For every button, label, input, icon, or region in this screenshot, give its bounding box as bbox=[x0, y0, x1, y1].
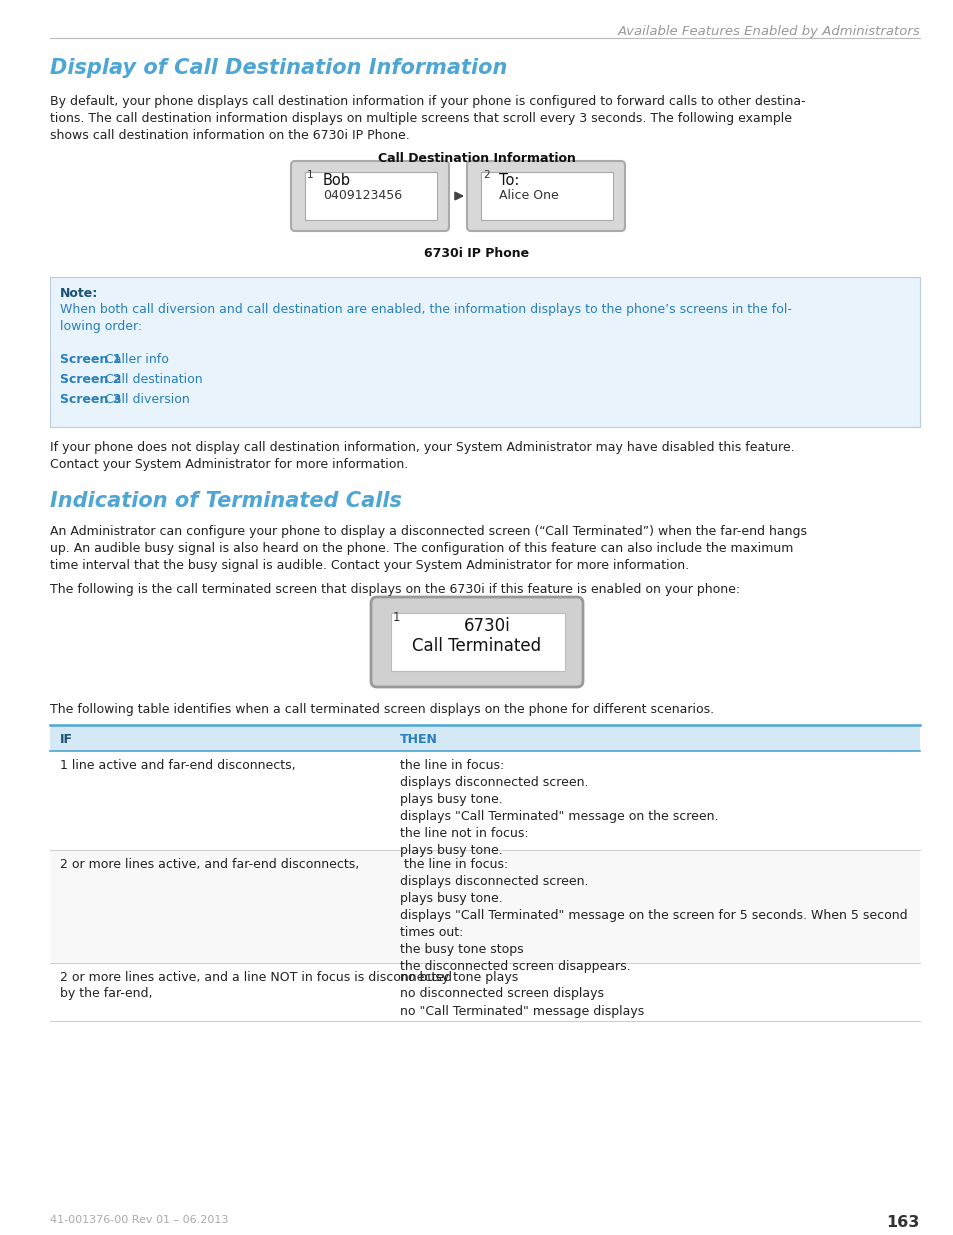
Bar bbox=[391, 613, 564, 671]
Text: 2 or more lines active, and a line NOT in focus is disconnected
by the far-end,: 2 or more lines active, and a line NOT i… bbox=[60, 971, 452, 1000]
Bar bbox=[50, 751, 919, 850]
Text: 163: 163 bbox=[885, 1215, 919, 1230]
Text: Screen 1: Screen 1 bbox=[60, 353, 121, 366]
Text: IF: IF bbox=[60, 734, 73, 746]
Text: By default, your phone displays call destination information if your phone is co: By default, your phone displays call des… bbox=[50, 95, 804, 142]
Text: Caller info: Caller info bbox=[105, 353, 169, 366]
Text: Indication of Terminated Calls: Indication of Terminated Calls bbox=[50, 492, 401, 511]
Text: the line in focus:
displays disconnected screen.
plays busy tone.
displays "Call: the line in focus: displays disconnected… bbox=[399, 858, 906, 973]
Bar bbox=[480, 172, 613, 220]
Text: 6730i IP Phone: 6730i IP Phone bbox=[424, 247, 529, 261]
FancyBboxPatch shape bbox=[291, 161, 449, 231]
Bar bbox=[50, 850, 919, 962]
Text: 2 or more lines active, and far-end disconnects,: 2 or more lines active, and far-end disc… bbox=[60, 858, 359, 871]
Text: If your phone does not display call destination information, your System Adminis: If your phone does not display call dest… bbox=[50, 441, 794, 471]
Text: The following is the call terminated screen that displays on the 6730i if this f: The following is the call terminated scr… bbox=[50, 583, 740, 597]
Text: THEN: THEN bbox=[399, 734, 437, 746]
Text: When both call diversion and call destination are enabled, the information displ: When both call diversion and call destin… bbox=[60, 303, 791, 333]
FancyBboxPatch shape bbox=[467, 161, 624, 231]
Text: Display of Call Destination Information: Display of Call Destination Information bbox=[50, 58, 507, 78]
Text: Screen 3: Screen 3 bbox=[60, 393, 121, 406]
Text: no busy tone plays
no disconnected screen displays
no "Call Terminated" message : no busy tone plays no disconnected scree… bbox=[399, 971, 643, 1018]
Bar bbox=[305, 172, 436, 220]
Text: The following table identifies when a call terminated screen displays on the pho: The following table identifies when a ca… bbox=[50, 703, 714, 716]
Text: 6730i: 6730i bbox=[463, 618, 510, 635]
FancyBboxPatch shape bbox=[371, 597, 582, 687]
Bar bbox=[50, 725, 919, 751]
Text: Available Features Enabled by Administrators: Available Features Enabled by Administra… bbox=[617, 25, 919, 38]
Text: Call diversion: Call diversion bbox=[105, 393, 190, 406]
Text: 2: 2 bbox=[482, 170, 489, 180]
Text: Alice One: Alice One bbox=[498, 189, 558, 203]
Text: Call destination: Call destination bbox=[105, 373, 202, 387]
Text: Screen 2: Screen 2 bbox=[60, 373, 121, 387]
Text: An Administrator can configure your phone to display a disconnected screen (“Cal: An Administrator can configure your phon… bbox=[50, 525, 806, 572]
Text: 1: 1 bbox=[393, 611, 400, 624]
Text: 1: 1 bbox=[307, 170, 314, 180]
Text: 41-001376-00 Rev 01 – 06.2013: 41-001376-00 Rev 01 – 06.2013 bbox=[50, 1215, 228, 1225]
Text: the line in focus:
displays disconnected screen.
plays busy tone.
displays "Call: the line in focus: displays disconnected… bbox=[399, 760, 718, 857]
Text: Call Terminated: Call Terminated bbox=[412, 637, 541, 655]
Bar bbox=[50, 962, 919, 1021]
Text: Bob: Bob bbox=[323, 173, 351, 188]
Text: 0409123456: 0409123456 bbox=[323, 189, 402, 203]
Text: Note:: Note: bbox=[60, 287, 98, 300]
Text: Call Destination Information: Call Destination Information bbox=[377, 152, 576, 165]
Text: 1 line active and far-end disconnects,: 1 line active and far-end disconnects, bbox=[60, 760, 295, 772]
Text: To:: To: bbox=[498, 173, 518, 188]
Bar bbox=[50, 277, 919, 427]
